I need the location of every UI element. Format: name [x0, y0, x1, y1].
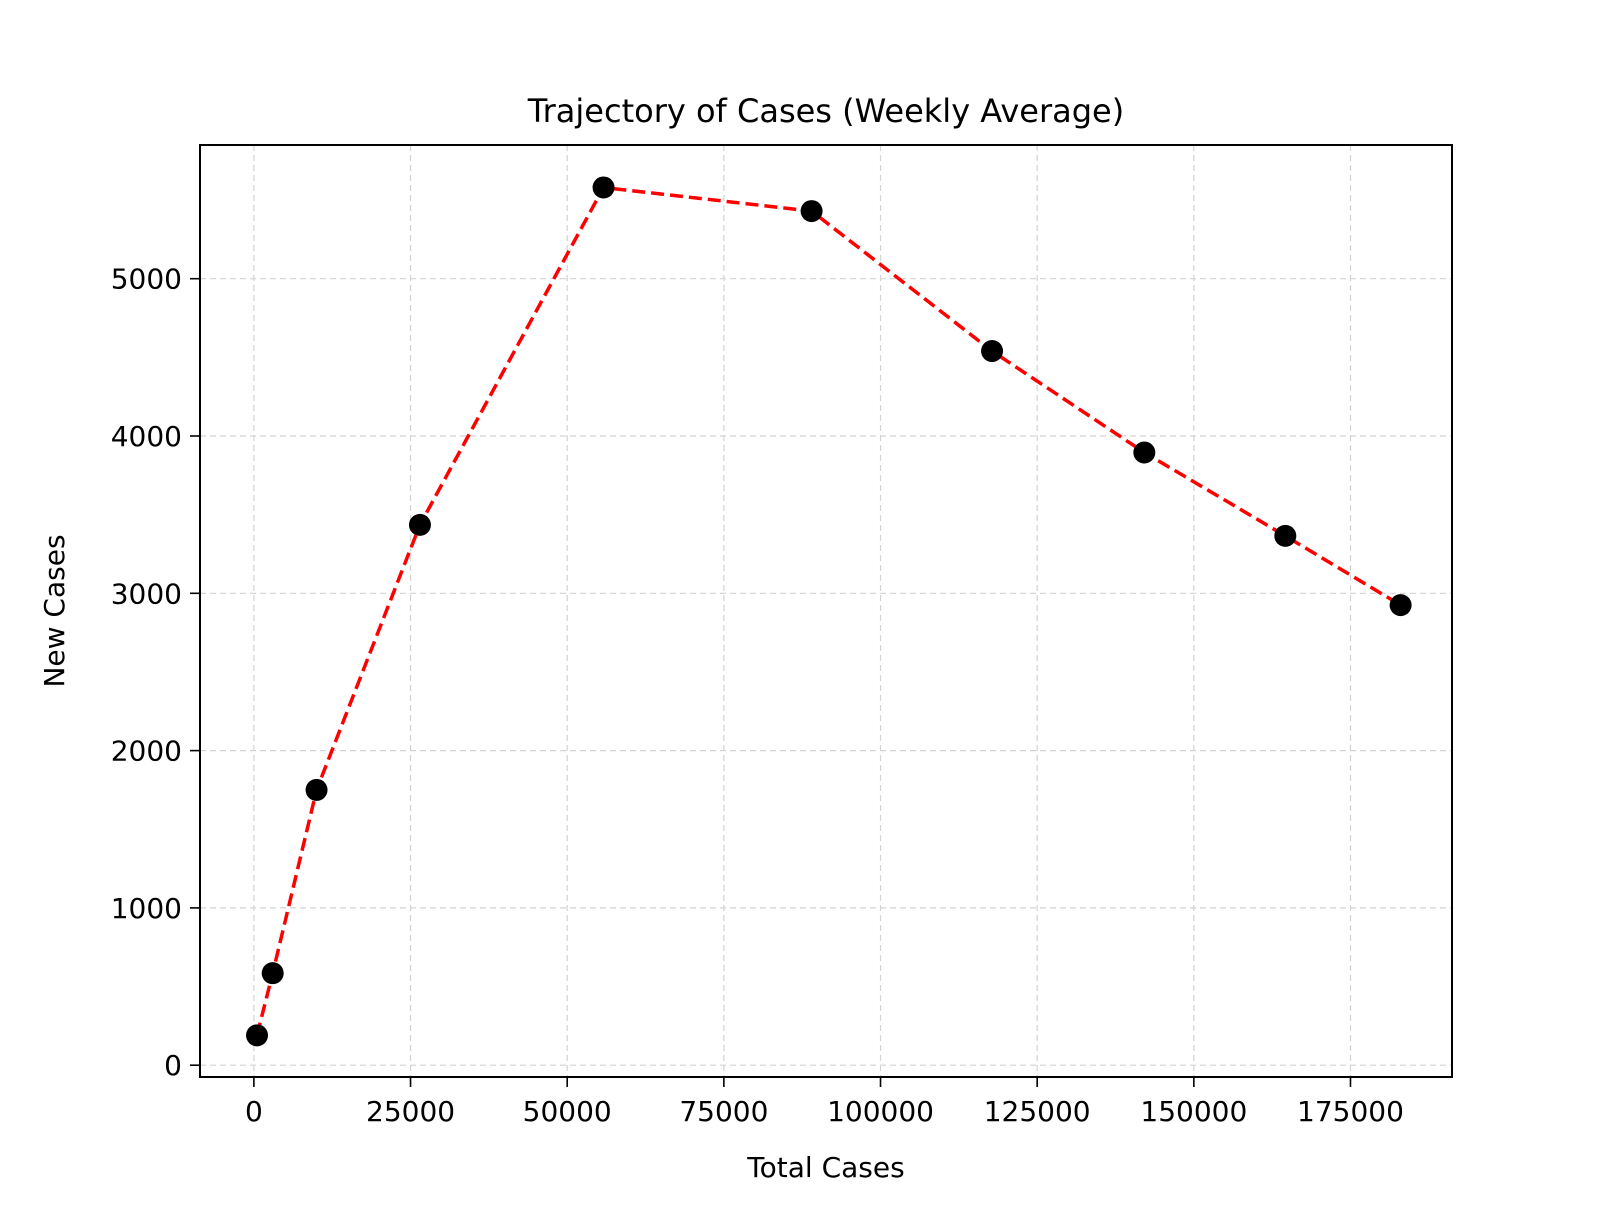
- x-axis-label: Total Cases: [746, 1151, 904, 1184]
- data-point: [408, 513, 431, 536]
- chart-title: Trajectory of Cases (Weekly Average): [527, 92, 1124, 130]
- y-tick-label: 2000: [111, 735, 182, 768]
- series-layer: [246, 176, 1412, 1047]
- data-point: [800, 200, 823, 223]
- y-axis-label: New Cases: [38, 534, 71, 687]
- data-point: [1389, 594, 1412, 617]
- data-point: [1274, 524, 1297, 547]
- x-tick-label: 175000: [1297, 1095, 1404, 1128]
- data-point: [305, 778, 328, 801]
- x-tick-label: 100000: [827, 1095, 934, 1128]
- series-line: [255, 185, 1402, 1036]
- x-tick-label: 150000: [1140, 1095, 1247, 1128]
- y-tick-label: 4000: [111, 420, 182, 453]
- y-tick-label: 3000: [111, 577, 182, 610]
- ticks: 0 25000 50000 75000 100000 125000 150000 175000…: [111, 263, 1404, 1128]
- y-tick-label: 0: [164, 1049, 182, 1082]
- x-tick-label: 125000: [984, 1095, 1091, 1128]
- x-tick-label: 50000: [523, 1095, 612, 1128]
- y-tick-label: 1000: [111, 892, 182, 925]
- data-point: [1133, 441, 1156, 464]
- x-tick-label: 25000: [366, 1095, 455, 1128]
- data-point: [592, 176, 615, 199]
- plot-frame: [199, 144, 1453, 1078]
- x-tick-label: 75000: [679, 1095, 768, 1128]
- data-point: [261, 962, 284, 985]
- data-point: [246, 1024, 269, 1047]
- x-tick-label: 0: [245, 1095, 263, 1128]
- grid: [200, 145, 1452, 1077]
- y-tick-label: 5000: [111, 263, 182, 296]
- data-point: [981, 340, 1004, 363]
